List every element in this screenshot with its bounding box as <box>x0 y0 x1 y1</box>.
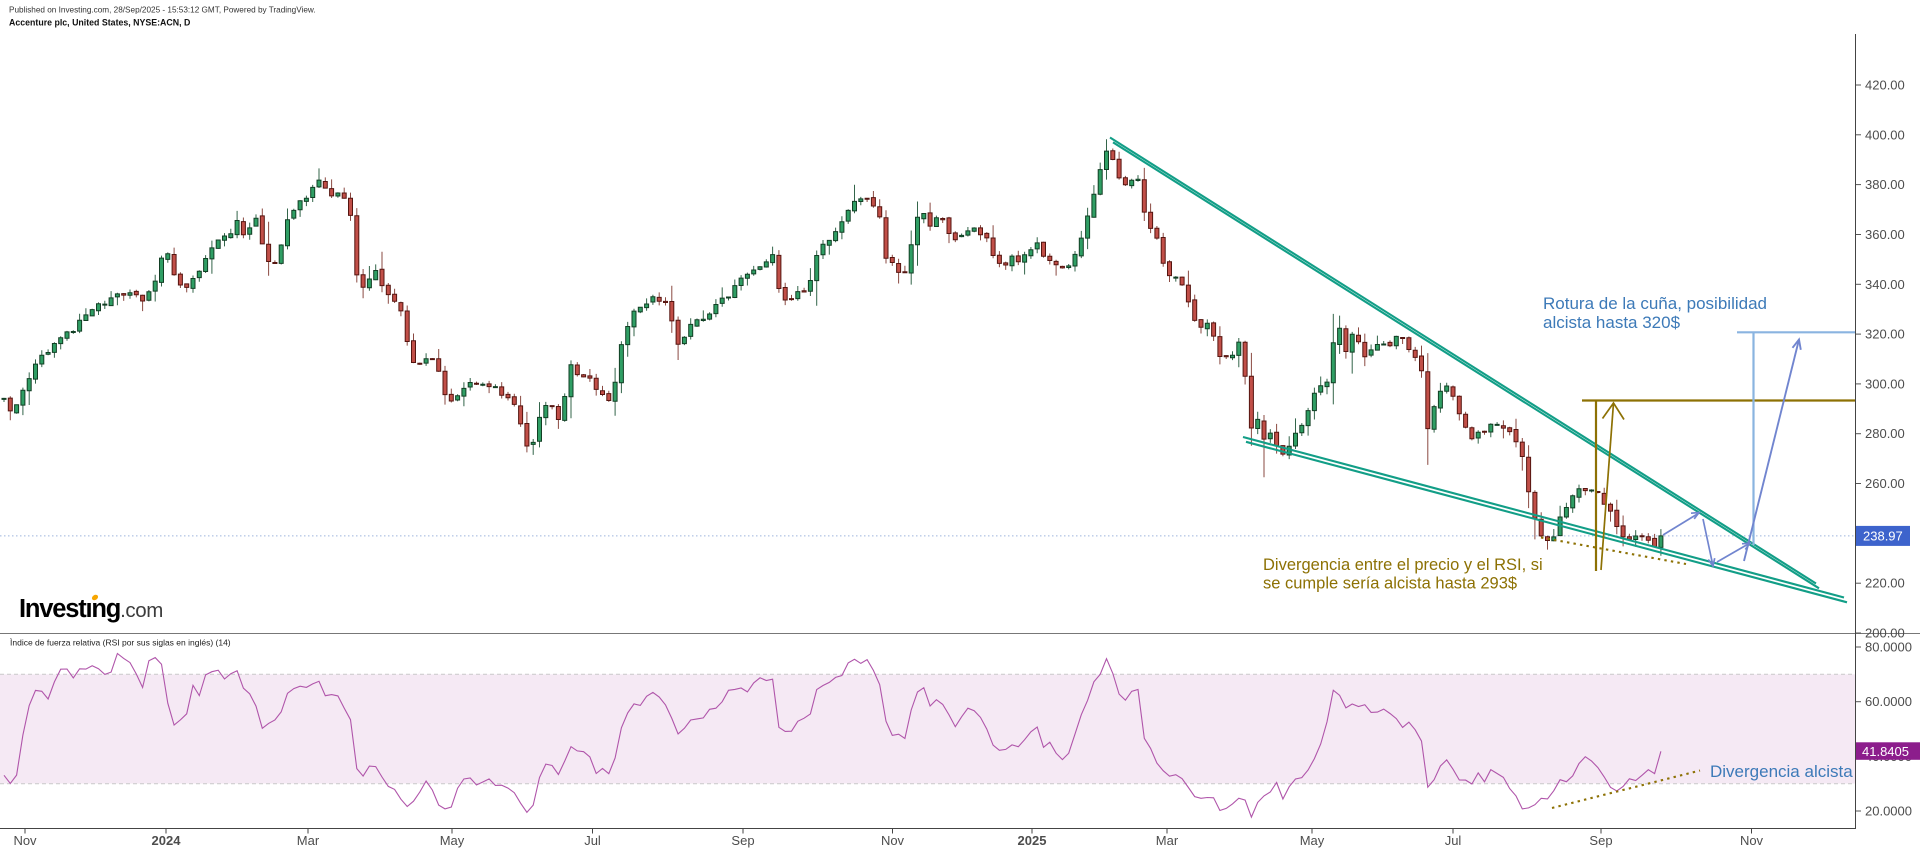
svg-text:Published on Investing.com, 28: Published on Investing.com, 28/Sep/2025 … <box>9 6 316 15</box>
svg-text:Accenture plc, United States,: Accenture plc, United States, NYSE:ACN, … <box>9 18 190 28</box>
svg-text:Divergencia alcista: Divergencia alcista <box>1710 762 1853 781</box>
svg-text:Sep: Sep <box>731 833 754 848</box>
svg-text:Jul: Jul <box>1445 833 1462 848</box>
svg-text:360.00: 360.00 <box>1865 227 1905 242</box>
svg-text:alcista hasta 320$: alcista hasta 320$ <box>1543 313 1681 332</box>
svg-text:May: May <box>440 833 465 848</box>
svg-text:Nov: Nov <box>1740 833 1764 848</box>
svg-text:380.00: 380.00 <box>1865 177 1905 192</box>
svg-text:238.97: 238.97 <box>1863 528 1903 543</box>
svg-text:Mar: Mar <box>297 833 320 848</box>
svg-text:Jul: Jul <box>584 833 601 848</box>
svg-text:80.0000: 80.0000 <box>1865 640 1912 655</box>
svg-text:60.0000: 60.0000 <box>1865 694 1912 709</box>
svg-text:260.00: 260.00 <box>1865 476 1905 491</box>
svg-text:280.00: 280.00 <box>1865 426 1905 441</box>
svg-text:20.0000: 20.0000 <box>1865 804 1912 819</box>
svg-text:Divergencia entre el precio y: Divergencia entre el precio y el RSI, si <box>1263 556 1543 574</box>
svg-text:Rotura de la cuña, posibilidad: Rotura de la cuña, posibilidad <box>1543 294 1767 313</box>
svg-text:400.00: 400.00 <box>1865 127 1905 142</box>
svg-text:2024: 2024 <box>152 833 182 848</box>
svg-text:Investıng.com: Investıng.com <box>19 595 163 623</box>
svg-text:May: May <box>1300 833 1325 848</box>
svg-text:Nov: Nov <box>881 833 905 848</box>
svg-text:300.00: 300.00 <box>1865 376 1905 391</box>
svg-text:2025: 2025 <box>1018 833 1047 848</box>
svg-text:220.00: 220.00 <box>1865 576 1905 591</box>
svg-text:Nov: Nov <box>13 833 37 848</box>
svg-text:420.00: 420.00 <box>1865 78 1905 93</box>
svg-text:Ìndice de fuerza relativa (RSI: Ìndice de fuerza relativa (RSI por sus s… <box>10 638 231 648</box>
svg-text:41.8405: 41.8405 <box>1862 744 1909 759</box>
svg-text:340.00: 340.00 <box>1865 277 1905 292</box>
svg-text:320.00: 320.00 <box>1865 327 1905 342</box>
svg-text:Mar: Mar <box>1156 833 1179 848</box>
svg-text:se cumple sería alcista hasta: se cumple sería alcista hasta 293$ <box>1263 575 1517 593</box>
svg-text:Sep: Sep <box>1589 833 1612 848</box>
svg-text:200.00: 200.00 <box>1865 626 1905 641</box>
